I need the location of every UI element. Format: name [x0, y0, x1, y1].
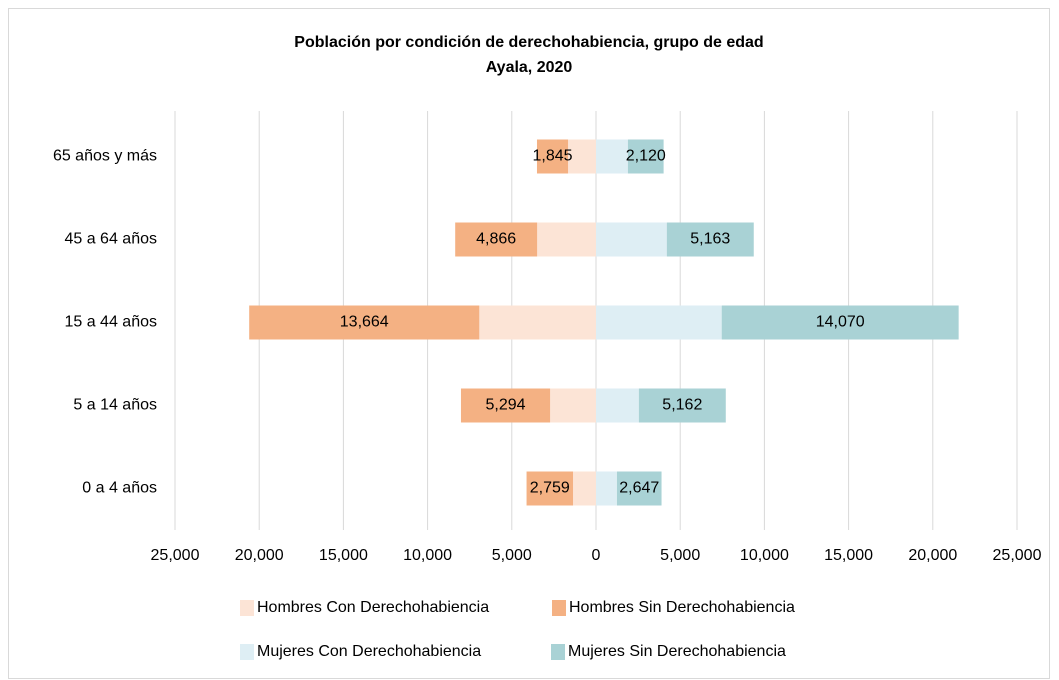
bar — [536, 139, 569, 174]
x-tick-label: 20,000 — [235, 547, 284, 564]
bar — [526, 471, 574, 506]
data-label: 13,664 — [340, 314, 389, 331]
bar — [666, 222, 754, 257]
x-tick-label: 10,000 — [403, 547, 452, 564]
bar — [596, 222, 667, 257]
data-label: 14,070 — [816, 314, 865, 331]
bar — [568, 139, 596, 174]
x-tick-label: 5,000 — [492, 547, 532, 564]
chart-border — [8, 8, 1050, 679]
legend-swatch — [552, 600, 566, 616]
bar — [550, 388, 596, 423]
data-label: 2,120 — [626, 148, 666, 165]
legend-swatch — [551, 644, 565, 660]
chart-subtitle: Ayala, 2020 — [486, 59, 573, 76]
bar — [638, 388, 726, 423]
bar — [596, 139, 628, 174]
y-tick-label: 45 a 64 años — [64, 231, 157, 248]
bar — [249, 305, 480, 340]
legend-label: Hombres Sin Derechohabiencia — [569, 599, 795, 616]
y-tick-label: 65 años y más — [53, 148, 157, 165]
data-label: 5,294 — [486, 397, 526, 414]
x-tick-label: 10,000 — [740, 547, 789, 564]
x-tick-label: 15,000 — [824, 547, 873, 564]
data-label: 1,845 — [532, 148, 572, 165]
legend-label: Mujeres Con Derechohabiencia — [257, 643, 481, 660]
bar — [455, 222, 538, 257]
y-tick-label: 15 a 44 años — [64, 314, 157, 331]
legend-swatch — [240, 600, 254, 616]
x-tick-label: 0 — [592, 547, 601, 564]
legend-label: Hombres Con Derechohabiencia — [257, 599, 489, 616]
bar — [596, 305, 722, 340]
x-tick-label: 25,000 — [993, 547, 1042, 564]
bar — [573, 471, 596, 506]
bar — [627, 139, 664, 174]
legend-label: Mujeres Sin Derechohabiencia — [568, 643, 786, 660]
y-tick-label: 5 a 14 años — [73, 397, 157, 414]
data-label: 5,163 — [690, 231, 730, 248]
bar — [460, 388, 551, 423]
y-tick-label: 0 a 4 años — [82, 480, 157, 497]
legend-swatch — [240, 644, 254, 660]
data-label: 2,647 — [619, 480, 659, 497]
bar — [616, 471, 662, 506]
x-tick-label: 15,000 — [319, 547, 368, 564]
bar — [596, 388, 639, 423]
x-tick-label: 5,000 — [660, 547, 700, 564]
data-label: 5,162 — [662, 397, 702, 414]
chart-title: Población por condición de derechohabien… — [294, 34, 763, 51]
data-label: 2,759 — [530, 480, 570, 497]
data-label: 4,866 — [476, 231, 516, 248]
bar — [596, 471, 617, 506]
x-tick-label: 20,000 — [908, 547, 957, 564]
bar — [721, 305, 959, 340]
x-tick-label: 25,000 — [151, 547, 200, 564]
bar — [537, 222, 596, 257]
bar — [479, 305, 596, 340]
